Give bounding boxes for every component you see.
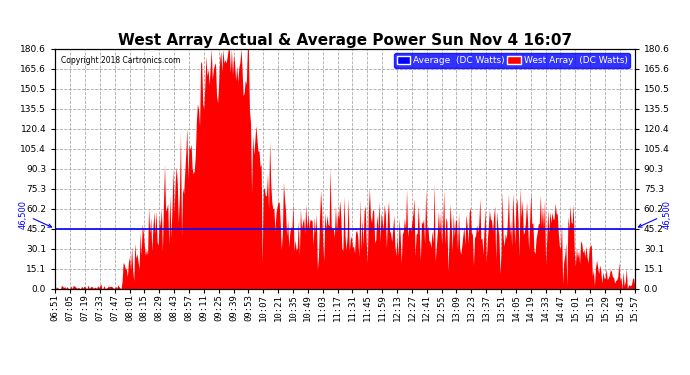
Text: Copyright 2018 Cartronics.com: Copyright 2018 Cartronics.com: [61, 56, 180, 65]
Title: West Array Actual & Average Power Sun Nov 4 16:07: West Array Actual & Average Power Sun No…: [118, 33, 572, 48]
Legend: Average  (DC Watts), West Array  (DC Watts): Average (DC Watts), West Array (DC Watts…: [394, 53, 630, 68]
Text: 46,500: 46,500: [638, 200, 671, 229]
Text: 46,500: 46,500: [19, 200, 52, 229]
